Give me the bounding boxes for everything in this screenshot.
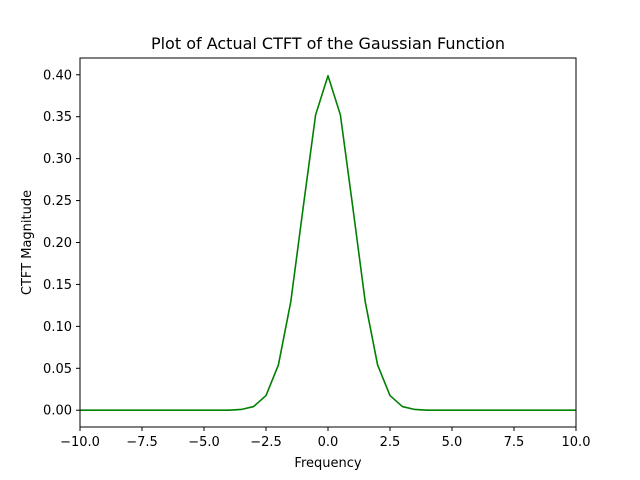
x-tick-label: 10.0	[562, 435, 591, 450]
x-tick-label: 0.0	[318, 435, 339, 450]
x-axis-label: Frequency	[294, 456, 361, 471]
y-tick-label: 0.30	[43, 152, 72, 167]
series-line	[80, 74, 576, 412]
y-tick-label: 0.10	[43, 320, 72, 335]
plot-area: −10.0 −7.5 −5.0 −2.5 0.0 2.5 5.0 7.5 10.0 0.00 0.0…	[43, 68, 590, 450]
y-tick-label: 0.35	[43, 110, 72, 125]
x-tick-label: 7.5	[504, 435, 525, 450]
y-tick-label: 0.20	[43, 236, 72, 251]
x-tick-label: −5.0	[188, 435, 220, 450]
chart-title: Plot of Actual CTFT of the Gaussian Func…	[151, 34, 505, 53]
x-tick-label: 2.5	[380, 435, 401, 450]
y-tick-label: 0.40	[43, 68, 72, 83]
y-tick-label: 0.25	[43, 194, 72, 209]
x-tick-label: −10.0	[60, 435, 100, 450]
x-tick-label: −7.5	[126, 435, 158, 450]
y-tick-label: 0.15	[43, 278, 72, 293]
y-axis-label: CTFT Magnitude	[20, 190, 35, 295]
plot-frame	[79, 57, 577, 428]
y-tick-label: 0.00	[43, 404, 72, 419]
y-tick-label: 0.05	[43, 362, 72, 377]
x-tick-label: −2.5	[250, 435, 282, 450]
x-tick-label: 5.0	[442, 435, 463, 450]
